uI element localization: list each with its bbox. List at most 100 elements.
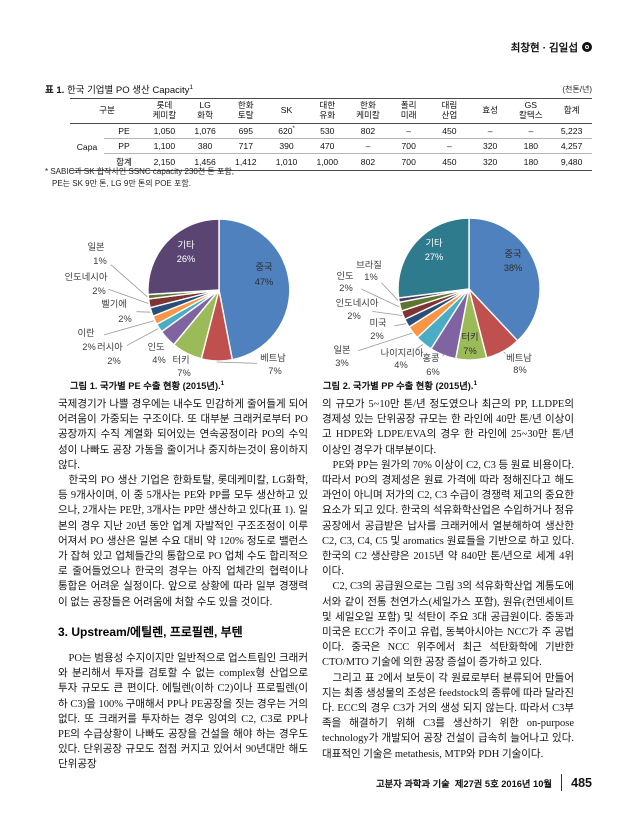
author-mark-icon — [582, 42, 592, 52]
table-cell: 802 — [360, 125, 376, 136]
figure1-caption-superscript: 1 — [220, 379, 225, 387]
table-cell: 620* — [278, 125, 295, 136]
slice-label-일본: 1% — [93, 256, 106, 266]
table-cell: 2,150 — [144, 152, 185, 171]
table-cell: 180 — [510, 152, 552, 171]
leader-line — [108, 288, 149, 304]
table-cell: 1,000 — [306, 152, 348, 171]
slice-label-인도: 4% — [152, 355, 165, 365]
figure2-caption: 그림 2. 국가별 PP 수출 현황 (2015년).1 — [323, 378, 477, 392]
table-cell: 390 — [266, 137, 307, 154]
slice-label-베트남: 베트남 — [260, 353, 286, 363]
row-label: 합계 — [104, 152, 145, 171]
table-cell: 700 — [388, 137, 430, 154]
leader-line — [394, 323, 406, 327]
table-cell: 1,076 — [194, 125, 216, 136]
table-cell: 717 — [225, 137, 267, 154]
leader-line — [216, 361, 258, 364]
slice-label-중국: 38% — [504, 263, 523, 273]
table-row: 합계 2,150 1,456 1,412 1,010 1,000 802 700 450 320 1… — [70, 152, 592, 171]
slice-label-일본: 일본 — [87, 242, 105, 252]
slice-label-인도네시아: 2% — [92, 286, 105, 296]
body-paragraph: 의 규모가 5~10만 톤/년 정도였으나 최근의 PP, LLDPE의 경제성… — [322, 399, 574, 456]
slice-label-기타: 26% — [177, 254, 196, 264]
column-header: GS 칼텍스 — [518, 100, 543, 120]
body-paragraph: 한국의 PO 생산 기업은 한화토탈, 롯데케미칼, LG화학, 등 9개사이며… — [58, 475, 308, 608]
table-cell: 450 — [429, 152, 470, 171]
slice-label-벨기에: 2% — [118, 314, 131, 324]
slice-label-이란: 2% — [82, 342, 95, 352]
slice-label-인도네시아: 2% — [347, 311, 360, 321]
column-header: 대림 산업 — [441, 100, 458, 120]
slice-label-브라질: 브라질 — [356, 259, 382, 270]
leader-line — [103, 320, 155, 336]
slice-label-러시아: 2% — [107, 356, 120, 366]
slice-label-인도: 인도 — [147, 342, 165, 352]
row-group-cell: Capa — [76, 141, 98, 152]
table-row: Capa PE 1,050 1,076 695 620* 530 802–450– –5,223 — [70, 123, 592, 152]
slice-label-홍콩: 홍콩 — [422, 352, 440, 363]
leader-line — [360, 288, 400, 308]
column-header: 합계 — [563, 104, 580, 115]
row-label: PP — [104, 137, 145, 154]
table-cell: – — [528, 125, 534, 136]
body-paragraph: 그리고 표 2에서 보듯이 각 원료로부터 분류되어 만들어지는 최종 생성물의… — [322, 672, 574, 760]
slice-label-인도: 2% — [339, 283, 352, 293]
leader-line — [358, 332, 413, 352]
leader-line — [442, 353, 446, 357]
page-footer: 고분자 과학과 기술 제27권 5호 2016년 10월 485 — [322, 774, 592, 791]
page-header: 최창현 · 김일섭 — [0, 40, 592, 55]
slice-label-나이지리아: 4% — [394, 360, 407, 370]
table-cell: 802 — [347, 152, 389, 171]
table-cell: 9,480 — [551, 152, 592, 171]
column-header: LG 화학 — [197, 100, 213, 120]
slice-label-홍콩: 6% — [426, 367, 439, 377]
slice-label-미국: 2% — [370, 331, 383, 341]
column-header: 한화 토탈 — [237, 100, 254, 120]
slice-label-베트남: 8% — [513, 365, 526, 375]
row-label: PE — [118, 125, 130, 136]
table-footnote-line: * SABIC과 SK 합작사인 SSNC capacity 230천 톤 포함… — [45, 167, 234, 176]
body-column-right: 의 규모가 5~10만 톤/년 정도였으나 최근의 PP, LLDPE의 경제성… — [322, 397, 574, 762]
table-title: 표 1. 한국 기업별 PO 생산 Capacity1 — [45, 82, 193, 96]
table-cell: 180 — [510, 137, 552, 154]
footer-divider — [560, 774, 563, 791]
slice-label-인도네시아: 인도네시아 — [336, 298, 379, 308]
pie-slice-기타 — [397, 217, 470, 299]
page-number: 485 — [571, 775, 592, 790]
body-column-left: 국제경기가 나쁠 경우에는 내수도 민감하게 줄어들게 되어 어려움이 가중되는… — [58, 397, 308, 773]
figure2-caption-superscript: 1 — [473, 379, 478, 387]
slice-label-중국: 중국 — [504, 249, 522, 259]
table-title-superscript: 1 — [189, 83, 194, 91]
column-header: 대한 유화 — [319, 100, 336, 120]
slice-label-중국: 47% — [255, 277, 274, 287]
slice-label-터키: 7% — [177, 368, 190, 378]
table-title-prefix: 표 1. — [45, 85, 65, 96]
slice-label-인도: 인도 — [336, 271, 354, 281]
leader-line — [110, 264, 148, 298]
table-cell: 1,010 — [266, 152, 307, 171]
figure1-caption-prefix: 그림 1. — [70, 381, 98, 391]
leader-line — [136, 311, 151, 313]
slice-label-미국: 미국 — [369, 318, 387, 328]
table-cell: 470 — [306, 137, 348, 154]
table-cell: 1,100 — [144, 137, 185, 154]
slice-label-일본: 일본 — [333, 345, 351, 355]
slice-label-중국: 중국 — [255, 262, 273, 272]
column-header: 효성 — [482, 104, 499, 115]
table-cell: 320 — [469, 152, 511, 171]
table-cell: – — [487, 125, 493, 136]
slice-label-기타: 기타 — [425, 238, 443, 248]
slice-label-터키: 터키 — [461, 332, 478, 342]
figure2-caption-text: 국가별 PP 수출 현황 (2015년). — [350, 381, 474, 391]
figure1-caption-text: 국가별 PE 수출 현황 (2015년). — [97, 381, 221, 391]
table-cell: 450 — [442, 125, 457, 136]
table-cell: 1,050 — [153, 125, 176, 136]
figure2-caption-prefix: 그림 2. — [323, 381, 351, 391]
table-cell: 380 — [184, 137, 226, 154]
body-paragraph: PO는 범용성 수지이지만 일반적으로 업스트림인 크래커와 분리해서 투자를 … — [58, 653, 308, 771]
table-cell: 320 — [469, 137, 511, 154]
leader-line — [503, 351, 506, 354]
leader-line — [126, 328, 159, 346]
